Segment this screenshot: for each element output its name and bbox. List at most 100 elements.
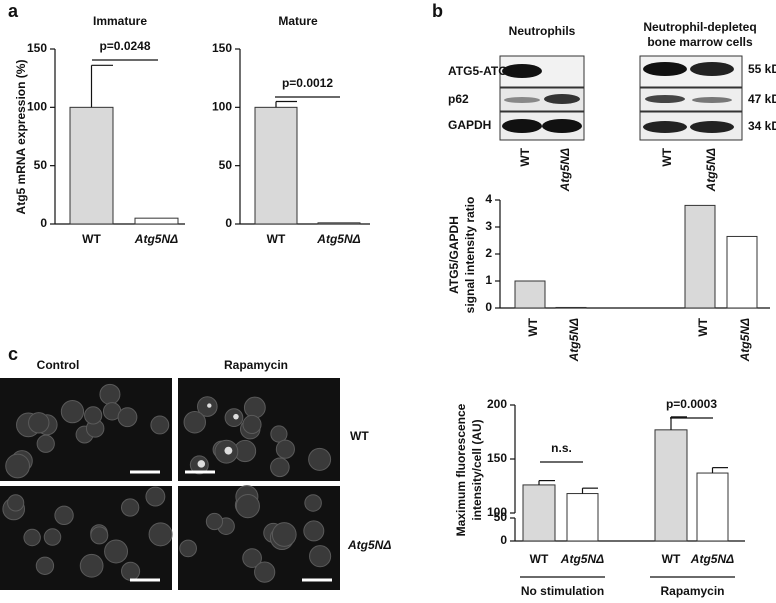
x-tick-label: WT <box>696 317 710 336</box>
cell <box>304 494 322 512</box>
scale-bars <box>130 470 332 582</box>
cell <box>270 425 288 443</box>
cell <box>270 457 290 478</box>
y-tick-label: 3 <box>485 219 492 233</box>
bar <box>684 204 716 309</box>
cell <box>243 396 266 419</box>
blot-title: Neutrophil-depleteq <box>643 20 756 34</box>
bar <box>654 429 688 542</box>
blot-size: 47 kDa <box>748 92 776 106</box>
x-tick-label: Atg5NΔ <box>134 232 178 246</box>
x-tick-label: WT <box>82 232 101 246</box>
y-tick-label: 150 <box>487 451 507 465</box>
cell <box>242 548 262 568</box>
x-tick-label: Atg5NΔ <box>316 232 360 246</box>
y-tick-label: 100 <box>27 100 47 114</box>
cell <box>309 545 332 568</box>
y-tick-label: 150 <box>212 41 232 55</box>
x-tick-label: Atg5NΔ <box>738 318 752 362</box>
cell <box>275 439 295 459</box>
annotation: p=0.0012 <box>282 76 333 90</box>
y-tick-label: 0 <box>485 300 492 314</box>
puncta <box>207 403 212 408</box>
y-tick-label: 1 <box>485 273 492 287</box>
y-tick-label: 0 <box>40 216 47 230</box>
y-tick-label: 200 <box>487 397 507 411</box>
group-label: Rapamycin <box>660 584 724 598</box>
panel-label: a <box>8 1 19 21</box>
cell <box>179 539 197 558</box>
cell <box>235 494 260 519</box>
cell <box>35 556 55 575</box>
puncta <box>224 446 233 455</box>
y-tick-label: 50 <box>34 158 48 172</box>
blot-row-label: ATG5-ATG12 <box>448 64 521 78</box>
cell <box>28 412 50 434</box>
blot-size: 55 kDa <box>748 62 776 76</box>
annotation: p=0.0248 <box>99 39 150 53</box>
bar <box>566 493 599 542</box>
cell <box>79 553 104 578</box>
panel-label: b <box>432 1 443 21</box>
annotation: n.s. <box>551 441 572 455</box>
column-label: Rapamycin <box>224 358 288 372</box>
microscopy <box>0 378 340 590</box>
cell <box>84 406 103 425</box>
bar <box>317 222 361 225</box>
y-tick-label: 100 <box>212 100 232 114</box>
y-tick-label: 50 <box>219 158 233 172</box>
cell <box>150 415 170 435</box>
cell <box>145 486 166 507</box>
chart-title: Mature <box>278 14 318 28</box>
cell <box>36 434 55 453</box>
lane-label: WT <box>518 147 532 166</box>
y-tick-label: 0 <box>500 533 507 547</box>
bar <box>555 306 587 309</box>
cell <box>90 526 109 545</box>
cell <box>60 399 85 424</box>
x-tick-label: WT <box>526 317 540 336</box>
blot-title: bone marrow cells <box>647 35 753 49</box>
cell <box>43 528 62 546</box>
bar <box>134 217 179 225</box>
cell <box>183 410 206 434</box>
blot-row-label: p62 <box>448 92 469 106</box>
y-axis-label: intensity/cell (AU) <box>470 419 484 520</box>
cell <box>254 561 276 583</box>
blot-left <box>499 55 585 141</box>
bar <box>69 106 114 225</box>
lane-label: Atg5NΔ <box>558 148 572 192</box>
lane-label: WT <box>660 147 674 166</box>
row-label: WT <box>350 429 369 443</box>
cell <box>148 522 173 547</box>
y-axis-label: Atg5 mRNA expression (%) <box>14 60 28 215</box>
y-tick-label: 150 <box>27 41 47 55</box>
bar <box>726 235 758 309</box>
cell <box>197 396 218 417</box>
x-tick-label: WT <box>530 552 549 566</box>
cell <box>121 561 141 581</box>
bar <box>514 280 546 309</box>
annotation: p=0.0003 <box>666 397 717 411</box>
x-tick-label: Atg5NΔ <box>560 552 604 566</box>
cell <box>242 414 262 435</box>
blot-right <box>639 55 743 141</box>
x-tick-label: WT <box>662 552 681 566</box>
cell <box>303 520 325 542</box>
y-tick-label: 50 <box>494 510 508 524</box>
bar <box>696 472 729 542</box>
column-label: Control <box>37 358 80 372</box>
x-tick-label: WT <box>267 232 286 246</box>
bar <box>522 484 556 542</box>
y-tick-label: 0 <box>225 216 232 230</box>
cell <box>104 539 129 564</box>
puncta <box>233 413 239 420</box>
cell <box>7 494 25 512</box>
row-label: Atg5NΔ <box>347 538 391 552</box>
group-label: No stimulation <box>521 584 604 598</box>
chart-title: Immature <box>93 14 147 28</box>
x-tick-label: Atg5NΔ <box>567 318 581 362</box>
blot-size: 34 kDa <box>748 119 776 133</box>
y-axis-label: signal intensity ratio <box>463 197 477 314</box>
blot-title: Neutrophils <box>509 24 576 38</box>
